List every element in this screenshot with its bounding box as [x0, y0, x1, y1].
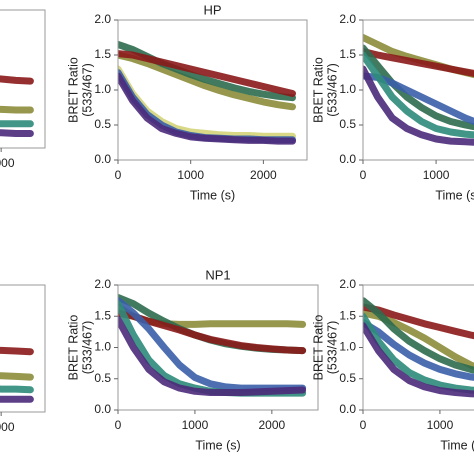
- data-line: [0, 346, 34, 356]
- data-line: [363, 65, 474, 146]
- y-tick-label: 0.5: [94, 371, 111, 385]
- plot-area: [0, 346, 34, 403]
- y-tick-label: 1.5: [339, 47, 356, 61]
- y-axis-label: BRET Ratio: [66, 57, 80, 123]
- x-tick-label: 0: [115, 418, 122, 432]
- data-line: [363, 297, 474, 374]
- y-axis-label: (533/467): [325, 321, 339, 375]
- x-tick-label: 2000: [258, 418, 285, 432]
- data-line: [363, 312, 474, 394]
- plot-frame: [0, 9, 46, 149]
- y-tick-label: 1.0: [94, 82, 111, 96]
- y-tick-label: 0.0: [339, 152, 356, 166]
- data-line: [363, 72, 474, 126]
- data-line: [0, 395, 34, 403]
- y-tick-label: 0.0: [94, 152, 111, 166]
- plot-area: [363, 297, 474, 398]
- y-tick-label: 0.0: [339, 402, 356, 416]
- y-tick-label: 2.0: [94, 12, 111, 26]
- y-tick-label: 2.0: [339, 12, 356, 26]
- y-axis-label: (533/467): [325, 63, 339, 117]
- data-line: [363, 319, 474, 381]
- x-axis-label: Time (s): [195, 438, 240, 452]
- y-tick-label: 1.0: [339, 340, 356, 354]
- data-line: [0, 75, 34, 85]
- y-tick-label: 0.5: [94, 117, 111, 131]
- data-line: [363, 303, 474, 340]
- x-tick-label: 1000: [177, 168, 204, 182]
- y-axis-label: BRET Ratio: [66, 315, 80, 381]
- y-axis-label: BRET Ratio: [311, 315, 325, 381]
- y-tick-label: 0.0: [94, 402, 111, 416]
- y-tick-label: 1.5: [339, 308, 356, 322]
- x-tick-label: 2000: [0, 420, 15, 434]
- data-line: [118, 309, 307, 355]
- data-line: [118, 50, 296, 97]
- plot-area: [363, 34, 474, 146]
- y-tick-label: 1.0: [94, 340, 111, 354]
- data-line: [0, 105, 34, 114]
- panel: 0.0 0.5 1.0 1.5 2.0 0 1000 Time (s) BRET Ratio(5…: [311, 277, 474, 452]
- data-line: [0, 120, 34, 128]
- panel-title: HP: [203, 2, 221, 17]
- data-line: [363, 322, 474, 398]
- x-tick-label: 0: [360, 418, 367, 432]
- y-axis-label: (533/467): [80, 321, 94, 375]
- x-tick-label: 1000: [423, 168, 450, 182]
- plot-frame: [0, 284, 46, 413]
- data-line: [118, 51, 296, 111]
- data-line: [363, 51, 474, 139]
- x-tick-label: 1000: [182, 418, 209, 432]
- y-tick-label: 1.5: [94, 308, 111, 322]
- panel: 2000: [0, 9, 46, 170]
- y-tick-label: 1.0: [339, 82, 356, 96]
- panel: 0.0 0.5 1.0 1.5 2.0 0 1000 Time (s) BRET Ratio(5…: [311, 12, 474, 202]
- x-tick-label: 2000: [250, 168, 277, 182]
- panel: 0.0 0.5 1.0 1.5 2.0 0 1000 2000 NP1 Time (s) BRET …: [66, 267, 319, 452]
- y-tick-label: 0.5: [339, 117, 356, 131]
- plot-area: [118, 41, 296, 145]
- panel: 0.0 0.5 1.0 1.5 2.0 0 1000 2000 HP Time (s) BRET R…: [66, 2, 308, 202]
- data-line: [363, 48, 474, 78]
- x-tick-label: 0: [115, 168, 122, 182]
- x-axis-label: Time (s): [440, 438, 474, 452]
- y-axis-label: (533/467): [80, 63, 94, 117]
- data-line: [0, 372, 34, 381]
- x-tick-label: 0: [360, 168, 367, 182]
- y-axis-label: BRET Ratio: [311, 57, 325, 123]
- y-tick-label: 0.5: [339, 371, 356, 385]
- data-line: [0, 129, 34, 137]
- x-tick-label: 1000: [427, 418, 454, 432]
- data-line: [118, 315, 307, 396]
- data-line: [0, 385, 34, 394]
- panel-title: NP1: [205, 267, 230, 282]
- plot-area: [0, 75, 34, 137]
- panel: 2000: [0, 284, 46, 434]
- x-axis-label: Time (s): [190, 188, 235, 202]
- y-tick-label: 1.5: [94, 47, 111, 61]
- y-tick-label: 2.0: [94, 277, 111, 291]
- data-line: [118, 72, 296, 145]
- data-line: [363, 309, 474, 371]
- x-axis-label: Time (s): [435, 188, 474, 202]
- x-tick-label: 2000: [0, 156, 15, 170]
- plot-area: [118, 294, 307, 397]
- y-tick-label: 2.0: [339, 277, 356, 291]
